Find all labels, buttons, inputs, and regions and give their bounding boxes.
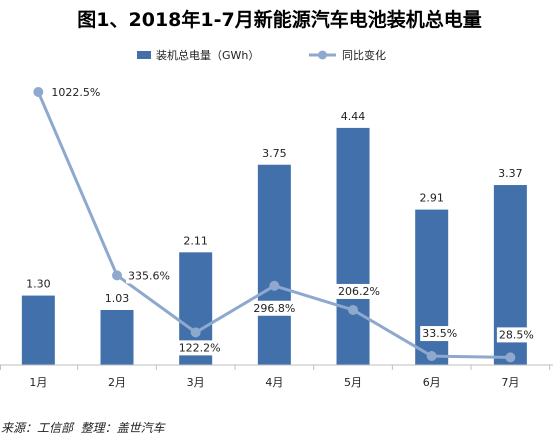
bar-value-label-2: 1.03 [105, 292, 130, 305]
line-value-label-7: 28.5% [496, 327, 536, 343]
line-value-box-3 [176, 340, 223, 356]
line-marker-5 [348, 304, 359, 315]
line-marker-7 [505, 352, 516, 363]
category-label-6: 6月 [423, 376, 441, 389]
legend-bar-label: 装机总电量（GWh） [156, 48, 259, 62]
line-marker-2 [112, 270, 123, 281]
line-value-text-3: 122.2% [179, 341, 221, 354]
x-axis: 1月 2月 3月 4月 5月 6月 7月 [0, 364, 553, 389]
line-value-box-5 [336, 283, 382, 299]
line-value-box-4 [251, 300, 298, 316]
legend-line-marker [318, 50, 327, 60]
bar-2 [100, 309, 134, 365]
line-value-labels: 1022.5% 335.6% 122.2% 296.8% 206.2% 33.5% 28.5… [49, 84, 536, 356]
bar-value-label-7: 3.37 [498, 167, 523, 180]
legend-line-label: 同比变化 [342, 48, 386, 62]
category-label-2: 2月 [108, 376, 126, 389]
line-value-text-6: 33.5% [422, 327, 457, 340]
line-value-text-4: 296.8% [253, 302, 295, 315]
line-value-label-6: 33.5% [420, 326, 460, 342]
line-value-label-3: 122.2% [176, 340, 223, 356]
category-label-4: 4月 [265, 376, 283, 389]
line-marker-6 [426, 351, 437, 362]
bar-value-label-3: 2.11 [183, 234, 208, 247]
line-value-text-5: 206.2% [338, 285, 380, 298]
line-series [33, 86, 516, 363]
line-value-label-2: 335.6% [126, 268, 172, 284]
line-value-box-6 [420, 326, 460, 342]
line-value-label-5: 206.2% [336, 283, 382, 299]
bar-value-label-6: 2.91 [419, 192, 444, 205]
line-value-text-2: 335.6% [128, 269, 170, 282]
chart-title: 图1、2018年1-7月新能源汽车电池装机总电量 [77, 8, 481, 31]
line-value-box-2 [126, 268, 172, 284]
bar-5 [336, 127, 370, 366]
category-label-7: 7月 [501, 376, 519, 389]
bar-value-labels: 1.30 1.03 2.11 3.75 4.44 2.91 3.37 [26, 110, 523, 305]
line-marker-3 [190, 327, 201, 338]
bar-4 [257, 164, 291, 365]
category-label-3: 3月 [187, 376, 205, 389]
line-marker-1 [33, 86, 44, 97]
source-note: 来源：工信部 整理：盖世汽车 [1, 421, 167, 435]
bar-6 [415, 209, 449, 365]
line-value-text-7: 28.5% [499, 328, 534, 341]
line-value-text-1: 1022.5% [51, 86, 100, 99]
category-label-1: 1月 [29, 376, 47, 389]
line-value-label-1: 1022.5% [49, 84, 103, 100]
line-value-box-1 [49, 84, 103, 100]
bar-value-label-4: 3.75 [262, 147, 287, 160]
bar-value-label-1: 1.30 [26, 278, 51, 291]
category-label-5: 5月 [344, 376, 362, 389]
bar-1 [21, 295, 55, 365]
line-value-box-7 [496, 327, 536, 343]
bar-value-label-5: 4.44 [341, 110, 366, 123]
line-value-label-4: 296.8% [251, 300, 298, 316]
line-marker-4 [269, 280, 280, 291]
legend-bar-swatch [137, 51, 151, 59]
legend: 装机总电量（GWh） 同比变化 [137, 48, 386, 62]
